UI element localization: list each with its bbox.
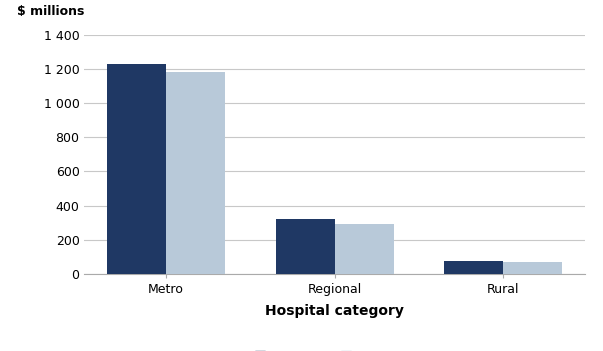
Legend: 2010–11, 2009–10: 2010–11, 2009–10 xyxy=(250,345,420,351)
Bar xyxy=(107,64,166,274)
Bar xyxy=(503,262,562,274)
Text: $ millions: $ millions xyxy=(17,5,84,18)
Bar xyxy=(166,72,225,274)
Bar xyxy=(335,224,394,274)
Bar xyxy=(444,261,503,274)
Bar xyxy=(276,219,335,274)
X-axis label: Hospital category: Hospital category xyxy=(265,304,404,318)
